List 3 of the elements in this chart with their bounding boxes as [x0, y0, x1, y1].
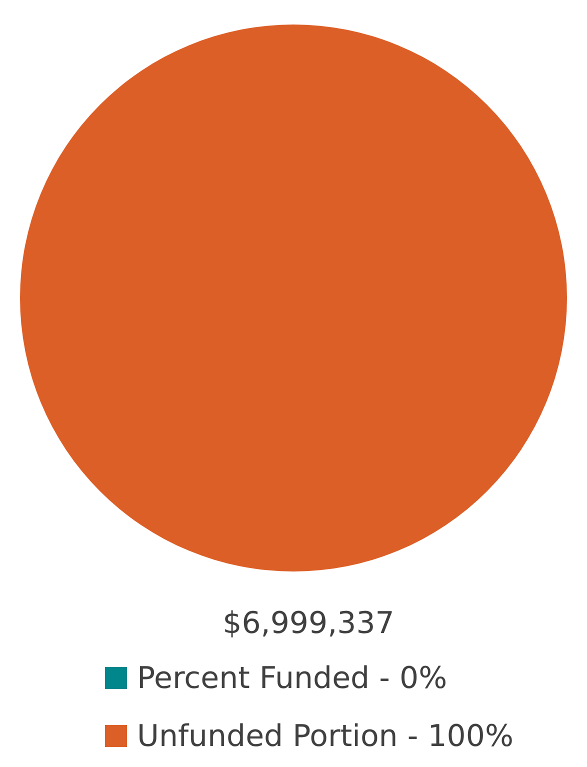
legend-label: Percent Funded - 0% — [137, 660, 448, 696]
legend-label: Unfunded Portion - 100% — [137, 718, 514, 754]
text: $6,999,337 — [222, 606, 396, 641]
